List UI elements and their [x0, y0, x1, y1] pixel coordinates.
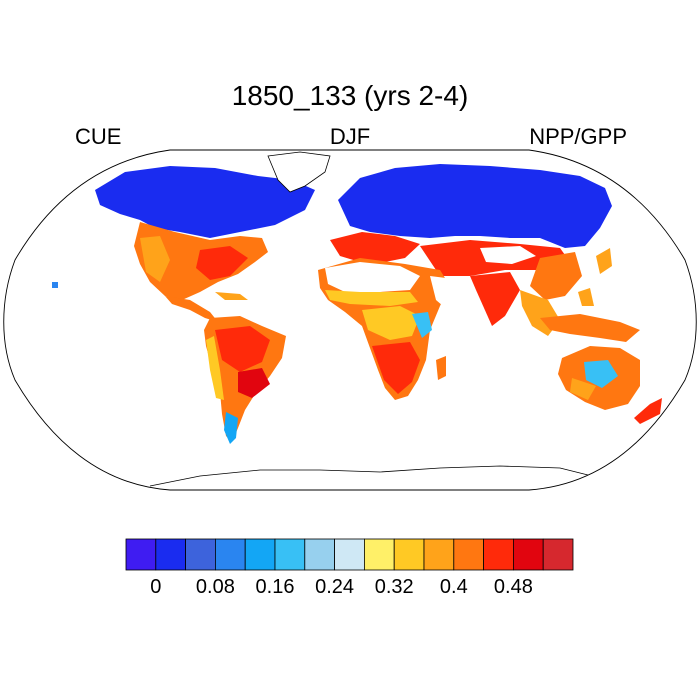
world-map [3, 149, 697, 491]
patagonia [224, 412, 238, 444]
colorbar-box [304, 538, 336, 571]
right-label: NPP/GPP [529, 124, 627, 149]
colorbar-box [393, 538, 425, 571]
colorbar-tick-label: 0.16 [256, 576, 295, 598]
eurasia-boreal [338, 164, 612, 248]
colorbar-box [155, 538, 186, 571]
greenland [267, 151, 331, 193]
north-america-boreal [95, 166, 315, 238]
colorbar-box [542, 538, 574, 571]
australia-south [570, 378, 596, 400]
southern-africa [372, 342, 420, 394]
colorbar-box [423, 538, 455, 571]
new-zealand [634, 398, 662, 424]
antarctica-outline [149, 465, 641, 487]
central-africa [362, 306, 420, 340]
japan [596, 248, 612, 274]
center-label: DJF [329, 124, 371, 149]
colorbar-box [274, 538, 306, 571]
map-title: 1850_133 (yrs 2-4) [231, 80, 469, 111]
colorbar-box [185, 538, 216, 571]
colorbar-box [483, 538, 514, 571]
colorbar: 0 0.08 0.16 0.24 0.32 0.4 0.48 [125, 538, 574, 598]
east-asia [530, 252, 582, 300]
land-field [52, 151, 662, 487]
east-africa [412, 312, 432, 338]
caribbean [215, 292, 248, 300]
indonesia [540, 314, 640, 342]
hawaii [52, 282, 58, 288]
colorbar-box [453, 538, 484, 571]
colorbar-tick-label: 0.08 [196, 576, 235, 598]
colorbar-tick-label: 0.4 [440, 576, 468, 598]
north-america-west [140, 236, 170, 282]
globe-outline [3, 149, 697, 491]
madagascar [436, 356, 446, 380]
colorbar-box [512, 538, 544, 571]
colorbar-boxes [125, 538, 574, 571]
tibet-missing [480, 246, 536, 264]
colorbar-box [334, 538, 365, 571]
australia-interior [584, 360, 618, 388]
colorbar-tick-label: 0 [150, 576, 161, 598]
south-america-andes [206, 336, 224, 400]
colorbar-tick-labels: 0 0.08 0.16 0.24 0.32 0.4 0.48 [150, 576, 533, 598]
europe [330, 232, 420, 262]
south-america-amazon [215, 326, 270, 372]
philippines [578, 288, 594, 306]
left-label: CUE [75, 124, 122, 149]
colorbar-tick-label: 0.32 [375, 576, 414, 598]
colorbar-tick-label: 0.48 [494, 576, 533, 598]
central-america [165, 296, 218, 322]
colorbar-tick-label: 0.24 [315, 576, 354, 598]
sahara-missing [325, 262, 420, 292]
colorbar-box [125, 538, 157, 571]
colorbar-box [215, 538, 246, 571]
south-asia [470, 272, 520, 326]
colorbar-box [363, 538, 395, 571]
colorbar-box [244, 538, 276, 571]
south-america-southeast [238, 368, 270, 398]
north-america-east [196, 246, 248, 280]
sahel [325, 290, 418, 306]
arabia-missing [430, 276, 470, 312]
